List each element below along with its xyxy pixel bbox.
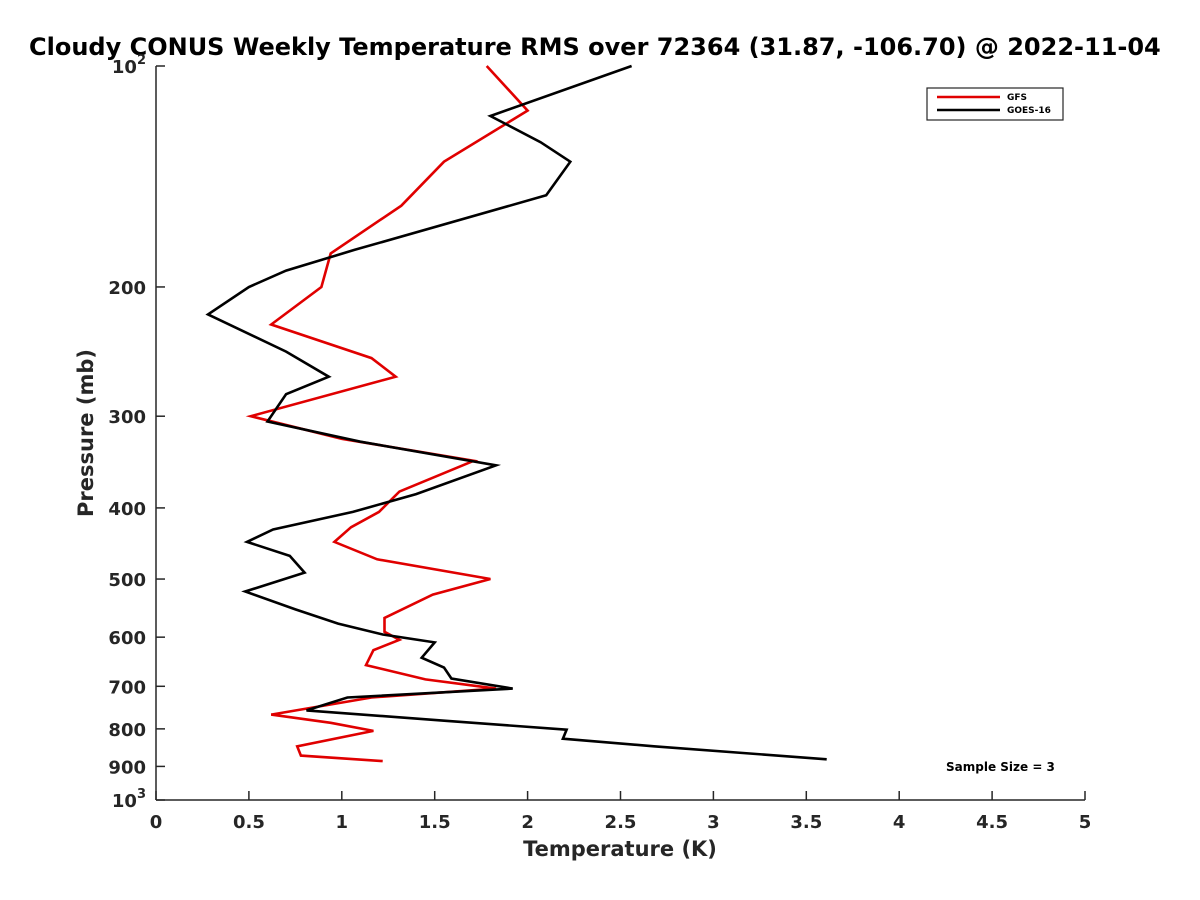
series-line-gfs — [245, 65, 530, 763]
y-tick-label-base: 500 — [108, 570, 146, 591]
legend-label-goes16: GOES-16 — [1007, 106, 1051, 116]
y-tick-label: 400 — [108, 499, 146, 520]
y-tick-label: 700 — [108, 677, 146, 698]
y-tick-label-base: 300 — [108, 407, 146, 428]
x-tick-label: 3 — [707, 812, 720, 833]
series-line-goes-16 — [205, 64, 827, 761]
x-tick-label: 4.5 — [976, 812, 1008, 833]
x-tick-label: 4 — [893, 812, 906, 833]
y-tick-label: 600 — [108, 628, 146, 649]
y-tick-label-exponent: 3 — [137, 787, 146, 802]
series-group — [205, 64, 827, 763]
y-tick-label-base: 800 — [108, 720, 146, 741]
x-tick-label: 0.5 — [233, 812, 265, 833]
y-tick-label-base: 200 — [108, 278, 146, 299]
legend-box — [926, 87, 1064, 121]
y-tick-label-base: 600 — [108, 628, 146, 649]
y-tick-label-base: 10 — [112, 791, 137, 812]
legend: GFS GOES-16 — [926, 87, 1064, 121]
y-tick-label: 103 — [112, 787, 146, 812]
chart-title: Cloudy CONUS Weekly Temperature RMS over… — [29, 33, 1161, 61]
y-tick-label: 300 — [108, 407, 146, 428]
x-axis-label: Temperature (K) — [523, 837, 717, 861]
x-tick-label: 5 — [1079, 812, 1092, 833]
y-tick-label: 102 — [112, 53, 146, 78]
y-tick-label: 900 — [108, 757, 146, 778]
y-tick-label: 200 — [108, 278, 146, 299]
x-tick-label: 1 — [336, 812, 349, 833]
y-tick-label: 800 — [108, 720, 146, 741]
x-tick-label: 1.5 — [419, 812, 451, 833]
y-tick-label-base: 10 — [112, 57, 137, 78]
x-ticks: 0 0.5 1 1.5 2 2.5 3 3.5 4 4.5 5 — [150, 791, 1092, 833]
y-tick-label-base: 700 — [108, 677, 146, 698]
y-axis-label: Pressure (mb) — [74, 349, 98, 517]
x-tick-label: 2.5 — [605, 812, 637, 833]
y-tick-label-base: 900 — [108, 757, 146, 778]
y-tick-label-base: 400 — [108, 499, 146, 520]
legend-label-gfs: GFS — [1007, 93, 1027, 103]
sample-size-annotation: Sample Size = 3 — [946, 760, 1055, 774]
y-tick-label: 500 — [108, 570, 146, 591]
x-tick-label: 2 — [521, 812, 534, 833]
y-tick-label-exponent: 2 — [137, 53, 146, 68]
x-tick-label: 0 — [150, 812, 163, 833]
x-tick-label: 3.5 — [790, 812, 822, 833]
